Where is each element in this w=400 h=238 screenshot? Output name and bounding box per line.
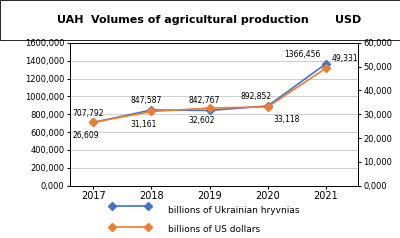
Text: Volumes of agricultural production: Volumes of agricultural production: [91, 15, 309, 25]
Text: 847,587: 847,587: [131, 96, 162, 105]
billions of Ukrainian hryvnias: [324, 62, 328, 65]
billions of US dollars: [149, 110, 154, 113]
Text: 892,852: 892,852: [240, 92, 271, 101]
Text: 49,331: 49,331: [332, 54, 358, 63]
billions of Ukrainian hryvnias: [266, 104, 270, 107]
billions of US dollars: [207, 107, 212, 109]
Text: 1366,456: 1366,456: [284, 50, 321, 59]
billions of Ukrainian hryvnias: [149, 109, 154, 111]
billions of Ukrainian hryvnias: [91, 121, 96, 124]
Line: billions of Ukrainian hryvnias: billions of Ukrainian hryvnias: [90, 61, 329, 125]
Text: 31,161: 31,161: [131, 120, 157, 129]
billions of US dollars: [266, 105, 270, 108]
Text: 842,767: 842,767: [189, 96, 220, 105]
Text: UAH: UAH: [57, 15, 83, 25]
Text: billions of US dollars: billions of US dollars: [168, 225, 260, 234]
Text: 32,602: 32,602: [189, 116, 215, 125]
Text: 33,118: 33,118: [273, 115, 300, 124]
Text: 26,609: 26,609: [72, 131, 99, 140]
Text: USD: USD: [335, 15, 361, 25]
Text: 707,792: 707,792: [72, 109, 104, 118]
billions of US dollars: [324, 67, 328, 70]
Text: billions of Ukrainian hryvnias: billions of Ukrainian hryvnias: [168, 206, 300, 215]
billions of US dollars: [91, 121, 96, 124]
billions of Ukrainian hryvnias: [207, 109, 212, 112]
Line: billions of US dollars: billions of US dollars: [90, 65, 329, 125]
